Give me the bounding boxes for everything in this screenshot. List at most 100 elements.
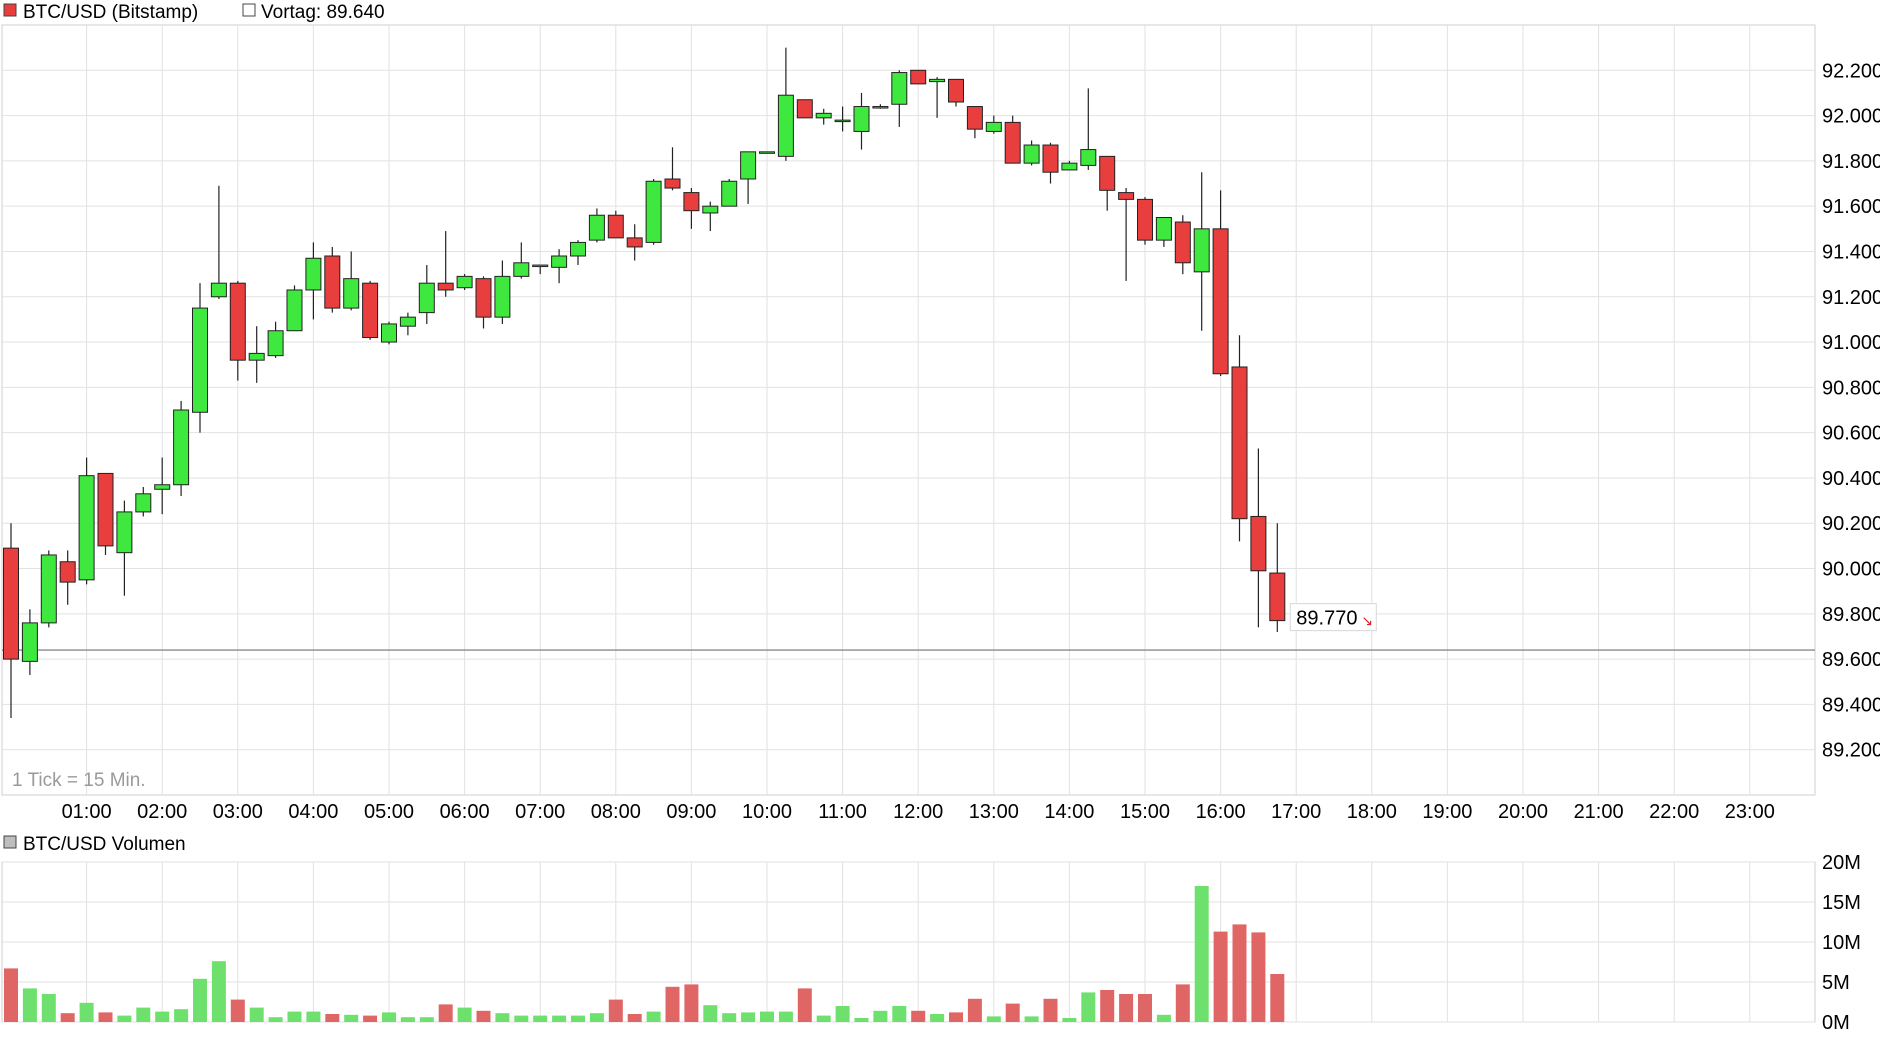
volume-bar-up [268,1017,283,1022]
candle [59,550,76,605]
candle-body-down [626,237,643,248]
candle [1231,335,1248,542]
volume-bar-up [1081,992,1096,1022]
candle [551,249,568,284]
candle-body-up [645,180,662,243]
time-x-tick-label: 16:00 [1196,801,1246,823]
price-legend: BTC/USD (Bitstamp) Vortag: 89.640 [3,2,385,23]
candle-body-down [1174,221,1191,264]
time-x-tick-label: 02:00 [137,801,187,823]
candle [1250,448,1267,628]
volume-legend-label: BTC/USD Volumen [23,834,186,855]
candle [683,188,700,229]
time-x-tick-label: 01:00 [62,801,112,823]
volume-bar-up [400,1017,415,1022]
candle [702,201,719,232]
candle [948,78,964,107]
candle [532,264,549,275]
volume-bar-up [571,1015,585,1022]
volume-bar-up [79,1002,94,1022]
price-pane-frame [1,24,1816,796]
candle-body-up [192,307,208,413]
candle [324,246,341,313]
candle [588,208,605,243]
candle [1269,523,1286,632]
candle-body-up [456,275,473,289]
candle [759,151,775,154]
price-y-tick-label: 89.600 [1822,649,1880,671]
candle [154,457,171,515]
candle [1212,190,1229,377]
volume-bar-up [930,1014,945,1022]
price-y-tick-label: 89.200 [1822,740,1880,762]
volume-grid [1,861,1816,1023]
candle-body-up [740,151,757,180]
candle-body-up [40,554,57,624]
candle-body-down [1118,192,1135,200]
volume-bar-up [778,1011,793,1022]
candle [570,240,586,266]
volume-bar-down [797,988,812,1022]
candle-body-down [229,282,246,361]
volume-bar-up [41,994,56,1022]
volume-bar-down [476,1010,491,1022]
volume-bar-up [816,1015,831,1022]
volume-bar-down [1213,931,1228,1022]
candle-body-down [437,282,454,291]
candle-body-up [570,241,586,257]
candle [135,487,152,517]
candle-body-up [532,264,549,268]
time-x-tick-label: 22:00 [1649,801,1699,823]
price-y-tick-label: 91.200 [1822,287,1880,309]
candle-body-up [21,622,38,662]
candle-body-down [3,547,19,660]
candle-body-up [210,282,227,298]
candle-body-up [891,72,908,105]
price-y-tick-label: 90.800 [1822,377,1880,399]
volume-bar-up [419,1017,434,1022]
candle [834,106,851,132]
volume-bar-down [608,999,623,1022]
candle-body-down [362,282,379,339]
candle-body-down [59,561,76,583]
tick-interval-note: 1 Tick = 15 Min. [12,770,146,791]
time-x-tick-label: 23:00 [1725,801,1775,823]
candle [494,260,511,324]
candle-body-up [116,511,133,554]
volume-bar-down [665,986,680,1022]
candle [229,280,246,381]
candle [1099,155,1116,211]
candle-body-up [135,493,152,513]
prev-close-legend-label: Vortag: 89.640 [261,2,385,23]
candle [305,242,322,320]
candle [777,47,794,161]
candle [645,179,662,245]
candle [853,92,870,150]
candle-body-up [78,475,95,581]
candle-body-down [607,214,624,239]
volume-bar-up [986,1016,1001,1022]
candle [267,321,284,358]
price-y-tick-label: 92.200 [1822,60,1880,82]
time-x-tick-label: 19:00 [1422,801,1472,823]
volume-bar-up [722,1013,737,1022]
time-x-tick-label: 04:00 [288,801,338,823]
candle-body-up [551,255,568,268]
candle-body-up [1061,162,1078,171]
volume-bar-up [344,1014,359,1022]
prev-close-legend-swatch [242,3,256,17]
time-x-tick-label: 21:00 [1574,801,1624,823]
candle [664,147,681,191]
candle-body-up [721,180,738,207]
volume-bar-down [60,1013,75,1022]
candle [362,280,379,340]
volume-legend-swatch [3,835,17,849]
volume-bar-up [552,1015,567,1022]
candle-body-up [513,262,530,277]
candle [343,251,360,311]
candle-body-up [381,323,397,343]
time-x-tick-label: 07:00 [515,801,565,823]
price-y-tick-label: 90.400 [1822,468,1880,490]
candle-body-up [1155,217,1172,241]
